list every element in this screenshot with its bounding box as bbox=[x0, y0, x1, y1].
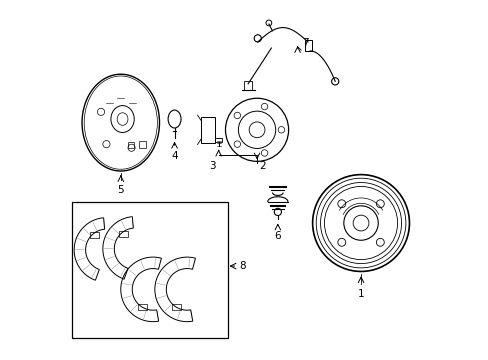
Text: 1: 1 bbox=[357, 289, 364, 300]
Text: 5: 5 bbox=[117, 185, 124, 195]
Text: 2: 2 bbox=[259, 161, 265, 171]
Text: 4: 4 bbox=[171, 151, 178, 161]
Bar bbox=[119, 231, 127, 237]
Bar bbox=[304, 40, 311, 51]
Bar bbox=[244, 81, 252, 90]
Bar bbox=[139, 141, 145, 148]
Text: 6: 6 bbox=[274, 231, 281, 241]
Text: 3: 3 bbox=[208, 161, 215, 171]
Bar bbox=[172, 304, 180, 310]
Bar bbox=[128, 142, 134, 148]
Bar bbox=[201, 117, 214, 143]
Bar bbox=[138, 304, 146, 310]
Bar bbox=[90, 232, 99, 238]
Text: 8: 8 bbox=[239, 261, 245, 271]
Bar bbox=[215, 138, 222, 141]
Bar bbox=[72, 202, 228, 338]
Text: 7: 7 bbox=[302, 38, 308, 48]
